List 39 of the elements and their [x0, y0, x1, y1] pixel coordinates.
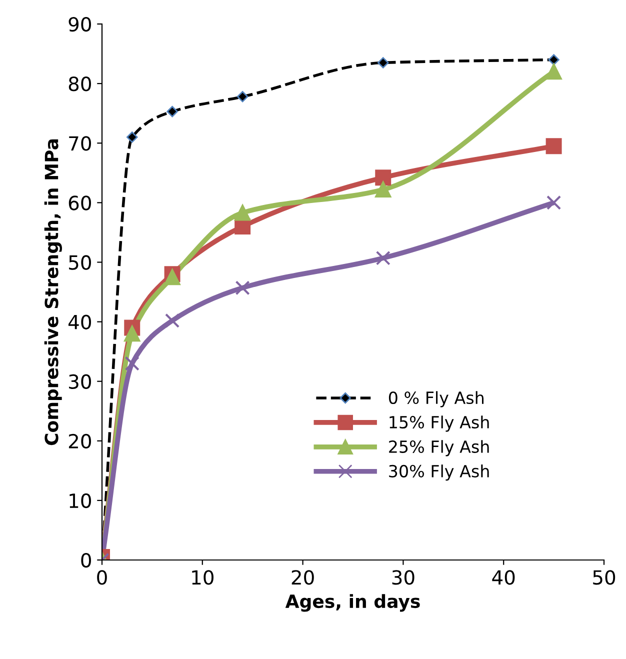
point: [124, 356, 140, 371]
point: [548, 54, 560, 66]
point: [546, 64, 562, 80]
y-tick-label: 40: [68, 314, 91, 330]
x-tick-label: 40: [492, 570, 515, 585]
x-axis-title: Ages, in days: [285, 594, 420, 612]
x-tick-label: 0: [97, 570, 107, 585]
y-tick-label: 10: [70, 493, 91, 508]
y-axis-title: Compressive Strength, in MPa: [44, 139, 62, 446]
point: [375, 170, 392, 186]
legend-label: 25% Fly Ash: [389, 440, 489, 456]
x-tick-label: 50: [593, 570, 616, 585]
point: [375, 182, 392, 198]
y-tick-label: 80: [68, 76, 91, 92]
point: [126, 132, 138, 143]
legend-label: 30% Fly Ash: [389, 464, 489, 481]
y-tick-label: 30: [69, 374, 91, 389]
x-tick-label: 20: [292, 570, 314, 585]
y-tick-label: 50: [69, 255, 91, 270]
x-tick-label: 30: [392, 570, 414, 585]
point: [546, 138, 562, 154]
point: [166, 106, 178, 118]
point: [378, 57, 389, 68]
legend-label: 15% Fly Ash: [390, 416, 489, 432]
y-tick-label: 0: [81, 552, 91, 568]
point: [546, 195, 562, 210]
y-tick-label: 90: [68, 16, 91, 32]
y-tick-label: 20: [68, 434, 91, 449]
legend-label: 0 % Fly Ash: [388, 391, 484, 408]
x-tick-label: 10: [192, 570, 214, 585]
point: [164, 269, 180, 286]
point: [236, 91, 248, 102]
point: [124, 326, 140, 342]
y-tick-label: 60: [68, 196, 91, 210]
point: [234, 204, 251, 221]
point: [376, 250, 390, 266]
point: [235, 280, 250, 296]
point: [164, 313, 180, 328]
y-tick-label: 70: [69, 136, 91, 151]
